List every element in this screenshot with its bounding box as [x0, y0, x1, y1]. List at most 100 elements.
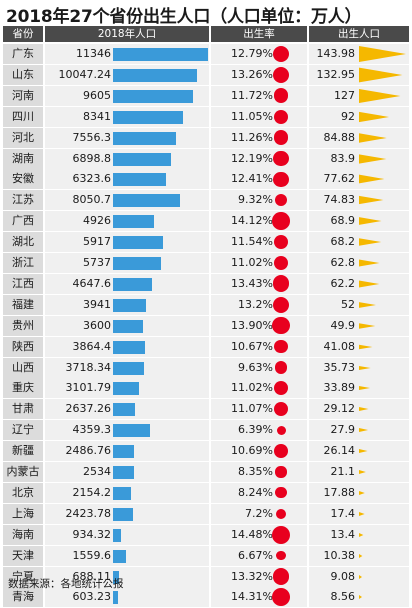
births-triangle: [359, 322, 376, 329]
province-cell: 宁夏: [3, 566, 43, 587]
province-cell: 海南: [3, 524, 43, 545]
population-bar: [113, 236, 163, 250]
birth-rate-dot: [274, 444, 288, 458]
births-cell: 49.9: [309, 315, 409, 336]
birth-rate-value: 14.48%: [231, 527, 273, 541]
population-bar: [113, 48, 208, 61]
province-cell: 上海: [3, 503, 43, 524]
province-cell: 重庆: [3, 378, 43, 399]
births-cell: 62.2: [309, 273, 409, 294]
birth-rate-value: 11.07%: [231, 402, 273, 416]
table-row: 江苏 8050.7 9.32% 74.83: [3, 190, 409, 211]
birth-rate-cell: 11.72%: [211, 85, 307, 106]
population-cell: 2534: [45, 462, 209, 482]
population-cell: 3941: [45, 294, 209, 315]
birth-rate-dot: [273, 171, 289, 188]
table-row: 宁夏 688.11 13.32% 9.08: [3, 566, 409, 588]
birth-rate-value: 11.05%: [231, 109, 273, 123]
header-province: 省份: [3, 26, 43, 42]
province-cell: 内蒙古: [3, 462, 43, 482]
province-cell: 湖南: [3, 148, 43, 169]
population-cell: 11346: [45, 44, 209, 64]
births-value: 26.14: [323, 444, 356, 458]
births-triangle: [359, 344, 373, 349]
birth-rate-value: 11.02%: [231, 381, 273, 395]
province-cell: 四川: [3, 106, 43, 127]
birth-rate-value: 9.63%: [238, 360, 273, 374]
province-cell: 山东: [3, 64, 43, 85]
population-value: 3101.79: [65, 381, 112, 395]
birth-rate-dot: [272, 317, 290, 335]
births-value: 17.88: [323, 485, 356, 499]
population-bar: [113, 382, 139, 396]
population-bar: [113, 507, 134, 521]
population-value: 4359.3: [72, 423, 112, 437]
birth-rate-value: 12.79%: [231, 47, 273, 60]
population-bar: [113, 110, 183, 124]
births-cell: 132.95: [309, 64, 409, 85]
population-value: 3864.4: [72, 339, 112, 353]
birth-rate-value: 13.26%: [231, 67, 273, 81]
births-value: 92: [341, 109, 355, 123]
birth-rate-dot: [272, 275, 290, 293]
population-cell: 9605: [45, 85, 209, 106]
population-value: 9605: [83, 88, 111, 102]
births-triangle-shape: [359, 67, 403, 83]
table-row: 重庆 3101.79 11.02% 33.89: [3, 378, 409, 399]
birth-rate-cell: 13.43%: [211, 273, 307, 294]
births-triangle: [359, 386, 371, 391]
province-cell: 甘肃: [3, 399, 43, 420]
births-value: 68.2: [330, 235, 356, 249]
population-cell: 2154.2: [45, 482, 209, 503]
birth-rate-cell: 13.2%: [211, 294, 307, 315]
births-triangle-shape: [359, 46, 406, 62]
births-triangle-shape: [359, 196, 384, 205]
births-triangle-shape: [359, 574, 362, 579]
birth-rate-cell: 14.48%: [211, 524, 307, 545]
population-value: 1559.6: [72, 548, 112, 562]
province-cell: 浙江: [3, 253, 43, 273]
table-header: 省份 2018年人口 出生率 出生人口: [3, 26, 409, 42]
header-population: 2018年人口: [45, 26, 209, 42]
births-triangle: [359, 111, 390, 122]
births-value: 143.98: [316, 47, 356, 60]
population-cell: 3101.79: [45, 378, 209, 399]
births-value: 35.73: [323, 360, 356, 374]
population-bar: [113, 152, 171, 166]
births-triangle: [359, 595, 362, 600]
population-bar: [113, 486, 132, 500]
births-cell: 143.98: [309, 44, 409, 64]
table-row: 辽宁 4359.3 6.39% 27.9: [3, 420, 409, 441]
population-cell: 688.11: [45, 566, 209, 587]
birth-rate-value: 12.19%: [231, 151, 273, 165]
table-row: 福建 3941 13.2% 52: [3, 294, 409, 316]
population-cell: 3718.34: [45, 357, 209, 378]
population-cell: 2423.78: [45, 503, 209, 524]
population-value: 688.11: [72, 569, 112, 583]
population-value: 11346: [76, 47, 111, 60]
births-cell: 83.9: [309, 148, 409, 169]
births-value: 17.4: [330, 506, 356, 520]
province-cell: 辽宁: [3, 420, 43, 441]
population-cell: 2486.76: [45, 441, 209, 462]
population-value: 2534: [83, 465, 111, 478]
population-bar: [113, 403, 136, 417]
birth-rate-value: 11.54%: [231, 235, 273, 249]
birth-rate-cell: 14.31%: [211, 587, 307, 608]
births-triangle-shape: [359, 428, 369, 433]
population-value: 3941: [83, 297, 111, 311]
table-row: 浙江 5737 11.02% 62.8: [3, 253, 409, 274]
births-triangle: [359, 67, 403, 83]
births-cell: 10.38: [309, 545, 409, 566]
birth-rate-dot: [275, 487, 287, 499]
births-triangle-shape: [359, 88, 401, 103]
birth-rate-cell: 12.79%: [211, 44, 307, 64]
table-row: 广东 11346 12.79% 143.98: [3, 44, 409, 65]
population-cell: 4647.6: [45, 273, 209, 294]
birth-rate-dot: [272, 588, 290, 607]
birth-rate-cell: 7.2%: [211, 503, 307, 524]
birth-rate-value: 13.43%: [231, 276, 273, 290]
table-row: 北京 2154.2 8.24% 17.88: [3, 482, 409, 504]
population-value: 5917: [83, 235, 111, 249]
births-cell: 41.08: [309, 336, 409, 357]
